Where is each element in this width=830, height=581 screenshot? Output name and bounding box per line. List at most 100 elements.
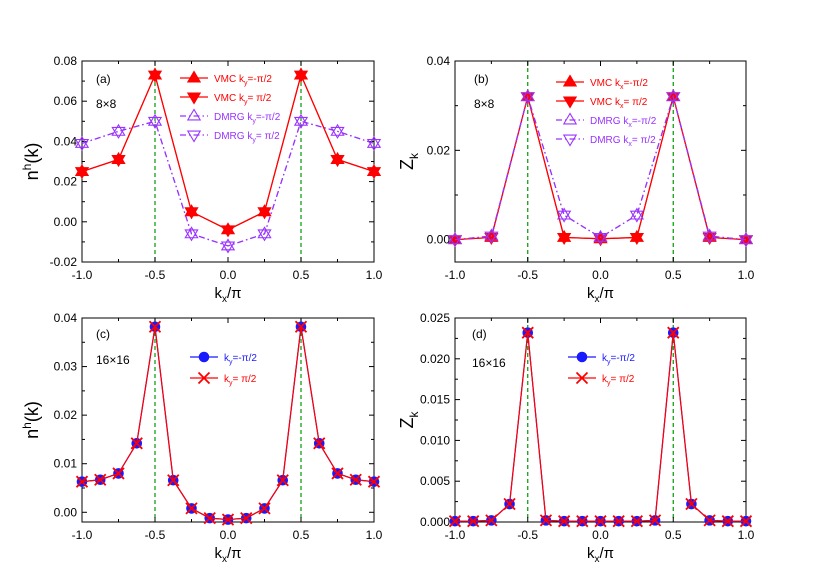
data-point: [702, 232, 717, 246]
series-2: [447, 89, 754, 245]
x-tick-label: 1.0: [366, 528, 383, 542]
data-point: [366, 138, 382, 151]
legend-marker: [186, 130, 202, 143]
y-axis-label: Zk: [397, 152, 421, 170]
legend: ky=-π/2 ky= π/2: [568, 351, 635, 387]
y-tick-label: 0.000: [420, 515, 450, 529]
data-point: [293, 113, 309, 126]
legend-marker: [562, 74, 578, 87]
data-point: [520, 89, 535, 102]
data-point: [685, 497, 698, 511]
x-tick-label: 0.0: [220, 528, 237, 542]
data-point: [666, 89, 681, 102]
legend-entry-label: ky= π/2: [602, 374, 635, 387]
panel-d: -1.0 -0.5 0.0 0.5 1.0 0.000 0.005 0.010 0.015 0.0…: [397, 311, 755, 565]
y-axis-label: nh(k): [20, 143, 42, 181]
y-tick-label: 0.01: [54, 457, 78, 471]
data-point: [521, 326, 534, 339]
data-point: [738, 235, 754, 248]
data-point: [94, 473, 107, 486]
data-point: [557, 515, 571, 528]
legend: ky=-π/2 ky= π/2: [190, 351, 257, 387]
data-point: [629, 210, 645, 223]
y-axis-label: Zk: [397, 411, 421, 429]
data-point: [648, 514, 662, 527]
data-point: [702, 228, 717, 241]
legend: VMC ky=-π/2 VMC ky= π/2 DMRG ky=-π/2 DMRG k…: [180, 70, 281, 144]
series-1: [74, 70, 382, 238]
legend-entry-label: DMRG ky=-π/2: [214, 112, 281, 125]
data-point: [147, 116, 163, 129]
legend-entry-label: DMRG kx= π/2: [590, 135, 656, 148]
data-point: [594, 515, 607, 528]
legend-entry-label: ky= π/2: [224, 374, 257, 387]
data-point: [130, 437, 143, 450]
x-axis-label: kx/π: [587, 285, 614, 305]
y-tick-label: 0.025: [420, 311, 450, 325]
data-point: [467, 515, 480, 528]
panel-label: (d): [472, 327, 487, 341]
legend-marker: [562, 134, 578, 147]
y-tick-label: 0.02: [54, 175, 78, 189]
data-point: [167, 474, 180, 487]
data-point: [240, 511, 253, 525]
x-axis-label: kx/π: [587, 545, 614, 565]
y-tick-label: 0.06: [54, 94, 78, 108]
y-tick-label: 0.00: [427, 233, 451, 247]
data-point: [503, 497, 516, 511]
data-point: [258, 502, 271, 515]
data-point: [367, 475, 381, 488]
y-tick-label: 0.00: [54, 505, 78, 519]
data-point: [666, 92, 681, 105]
legend-entry-label: VMC ky=-π/2: [214, 74, 272, 87]
data-point: [313, 437, 326, 450]
y-tick-label: 0.04: [54, 134, 78, 148]
y-tick-label: 0.04: [427, 54, 451, 68]
legend-marker: [562, 96, 578, 109]
data-point: [721, 515, 734, 528]
data-point: [184, 226, 199, 239]
x-tick-label: 1.0: [738, 528, 755, 542]
x-tick-label: 1.0: [738, 268, 755, 282]
legend-entry-label: DMRG ky= π/2: [214, 131, 280, 144]
data-point: [331, 467, 344, 480]
series-1: [448, 326, 753, 528]
y-tick-label: 0.020: [420, 352, 450, 366]
panel-c: -1.0 -0.5 0.0 0.5 1.0 0.00 0.01 0.02 0.03 0.04 kx/…: [20, 311, 383, 565]
plot-frame: [81, 317, 375, 523]
data-point: [484, 231, 499, 244]
data-point: [184, 229, 199, 242]
y-tick-label: 0.03: [54, 360, 78, 374]
data-point: [556, 210, 572, 223]
data-point: [738, 232, 754, 245]
legend-marker: [575, 371, 589, 385]
data-point: [484, 232, 499, 246]
data-point: [593, 232, 608, 246]
x-axis-label: kx/π: [214, 285, 241, 305]
data-point: [294, 320, 308, 333]
y-tick-label: -0.02: [50, 255, 78, 269]
data-point: [612, 515, 625, 528]
data-point: [739, 515, 753, 528]
legend-entry-label: VMC kx= π/2: [590, 97, 648, 110]
legend-marker: [197, 371, 211, 385]
data-point: [111, 126, 126, 139]
data-point: [257, 229, 272, 242]
x-tick-label: 0.5: [665, 268, 682, 282]
panel-label: (a): [96, 72, 111, 86]
y-tick-label: 0.02: [54, 408, 78, 422]
legend-entry-label: DMRG kx=-π/2: [590, 116, 657, 129]
y-tick-label: 0.015: [420, 393, 450, 407]
data-point: [220, 241, 236, 254]
data-point: [221, 513, 235, 526]
x-tick-label: -1.0: [72, 268, 93, 282]
panel-b: -1.0 -0.5 0.0 0.5 1.0 0.00 0.02 0.04 kx/π Zk (b) 8×…: [397, 54, 755, 305]
data-point: [147, 113, 163, 126]
x-tick-label: 0.5: [293, 268, 310, 282]
data-point: [185, 502, 198, 515]
legend-marker: [186, 108, 202, 121]
x-tick-label: -0.5: [517, 528, 538, 542]
data-point: [74, 138, 90, 151]
data-point: [203, 511, 216, 525]
data-point: [148, 320, 162, 333]
